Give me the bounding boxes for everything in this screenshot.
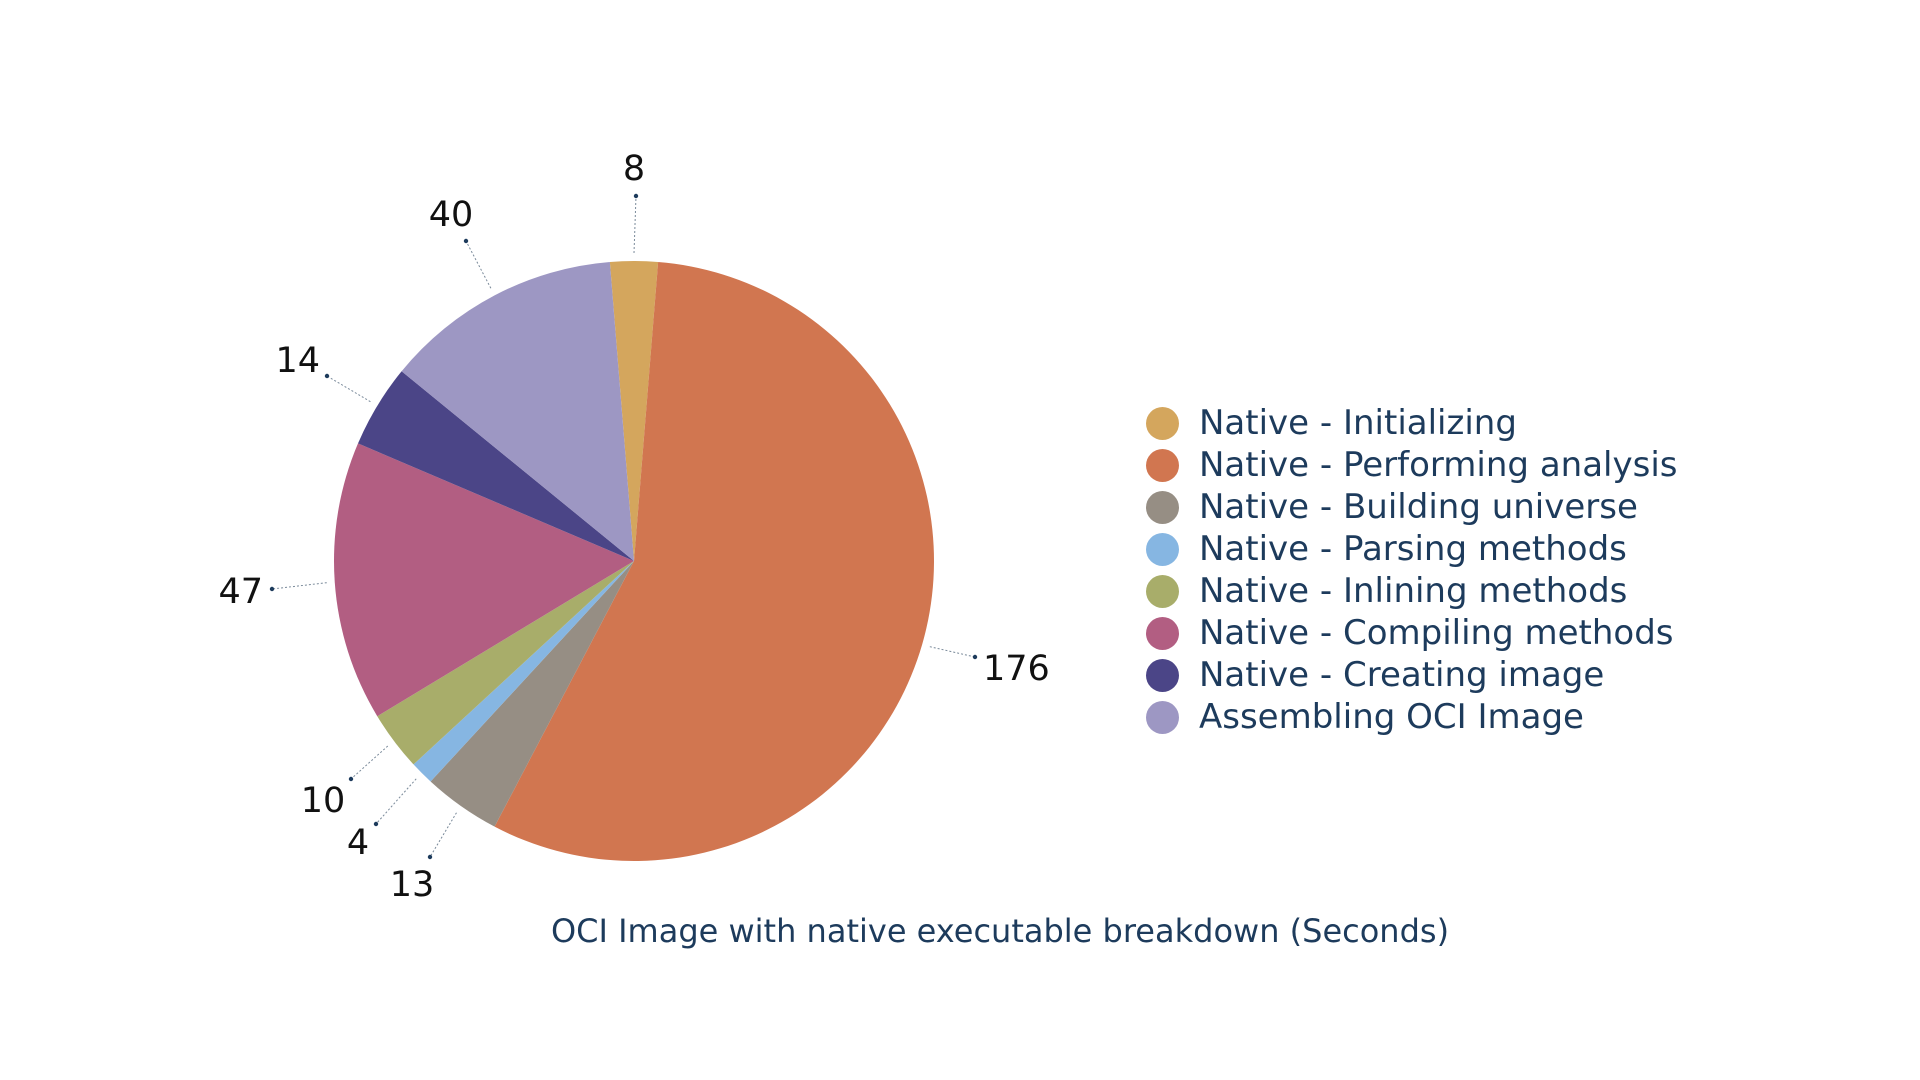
leader-dot-6 xyxy=(269,586,275,592)
legend-label-6: Native - Compiling methods xyxy=(1199,613,1674,653)
legend-swatch-5 xyxy=(1146,574,1179,608)
leader-dot-4 xyxy=(373,821,379,827)
leader-line-8 xyxy=(465,240,492,289)
leader-line-6 xyxy=(271,582,327,590)
leader-dot-8 xyxy=(463,238,469,244)
legend-swatch-6 xyxy=(1146,616,1179,650)
pie-slices xyxy=(333,261,935,862)
legend-item-2: Native - Performing analysis xyxy=(1146,444,1677,486)
legend-swatch-8 xyxy=(1146,700,1179,734)
pie-slice-7 xyxy=(358,371,634,561)
pie-slice-5 xyxy=(377,561,634,765)
leader-dot-3 xyxy=(427,854,433,860)
legend-item-5: Native - Inlining methods xyxy=(1146,570,1677,612)
legend-label-4: Native - Parsing methods xyxy=(1199,529,1627,569)
pie-slice-8 xyxy=(401,261,634,561)
legend-swatch-4 xyxy=(1146,532,1179,566)
leader-line-5 xyxy=(350,745,389,780)
legend-label-7: Native - Creating image xyxy=(1199,655,1605,695)
chart-title: OCI Image with native executable breakdo… xyxy=(550,912,1450,950)
leader-dot-5 xyxy=(348,776,354,782)
pie-slice-4 xyxy=(413,561,634,782)
legend-label-2: Native - Performing analysis xyxy=(1199,445,1678,485)
leader-line-1 xyxy=(633,195,637,254)
data-label-7: 14 xyxy=(275,341,320,381)
data-label-2: 176 xyxy=(983,649,1050,689)
pie-slice-6 xyxy=(333,443,634,717)
data-label-8: 40 xyxy=(429,195,474,235)
data-label-5: 10 xyxy=(301,781,346,821)
data-label-1: 8 xyxy=(623,149,645,189)
legend-label-3: Native - Building universe xyxy=(1199,487,1638,527)
legend-label-1: Native - Initializing xyxy=(1199,403,1517,443)
legend-item-8: Assembling OCI Image xyxy=(1146,696,1677,738)
pie-slice-3 xyxy=(430,561,634,827)
legend-item-3: Native - Building universe xyxy=(1146,486,1677,528)
legend-swatch-7 xyxy=(1146,658,1179,692)
leader-line-3 xyxy=(429,812,457,858)
legend-item-7: Native - Creating image xyxy=(1146,654,1677,696)
legend-label-5: Native - Inlining methods xyxy=(1199,571,1628,611)
leader-dot-7 xyxy=(324,373,330,379)
data-labels: 8 176 13 410 47 14 40 xyxy=(218,149,1049,905)
data-label-4: 4 xyxy=(347,823,369,863)
leader-line-2 xyxy=(929,646,976,658)
data-label-3: 13 xyxy=(390,865,435,905)
legend-item-4: Native - Parsing methods xyxy=(1146,528,1677,570)
legend-swatch-2 xyxy=(1146,448,1179,482)
leader-dot-2 xyxy=(972,654,978,660)
legend: Native - Initializing Native - Performing… xyxy=(1146,402,1677,738)
legend-swatch-3 xyxy=(1146,490,1179,524)
leader-line-4 xyxy=(375,778,417,825)
legend-item-1: Native - Initializing xyxy=(1146,402,1677,444)
legend-swatch-1 xyxy=(1146,406,1179,440)
pie-slice-1 xyxy=(609,261,659,561)
leader-lines xyxy=(269,193,978,860)
pie-slice-2 xyxy=(494,261,935,862)
leader-dot-1 xyxy=(633,193,639,199)
legend-item-6: Native - Compiling methods xyxy=(1146,612,1677,654)
legend-label-8: Assembling OCI Image xyxy=(1199,697,1584,737)
leader-line-7 xyxy=(326,375,371,403)
data-label-6: 47 xyxy=(218,572,263,612)
